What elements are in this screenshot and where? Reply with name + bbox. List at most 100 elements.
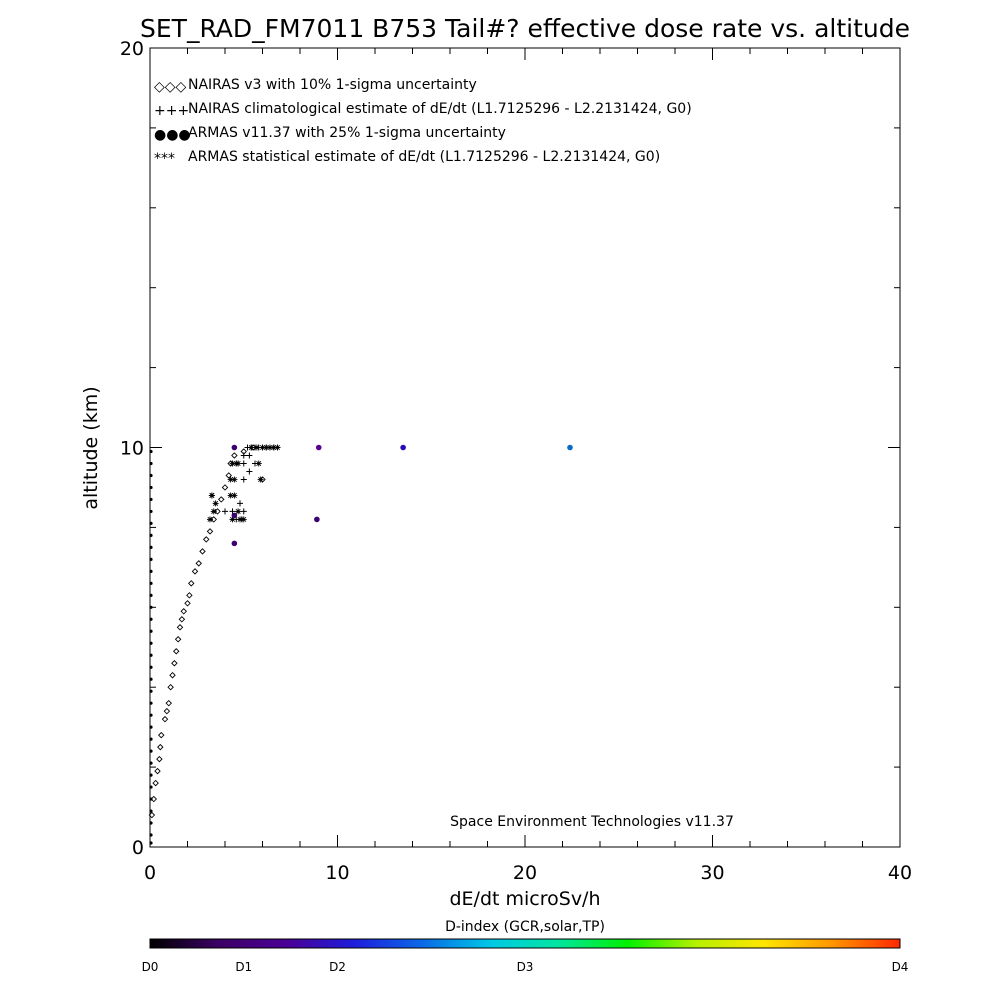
- x-tick-label: 0: [144, 862, 156, 884]
- colorbar-labels: D0 D1 D2 D3 D4: [142, 960, 909, 974]
- axis-marker: [149, 833, 152, 836]
- nairas-point: [155, 768, 160, 773]
- axis-marker: [149, 546, 152, 549]
- legend-symbol: +++: [154, 103, 189, 119]
- axis-marker: [149, 726, 152, 729]
- axis-marker: [149, 642, 152, 645]
- colorbar-label: D2: [329, 960, 346, 974]
- axis-marker: [149, 498, 152, 501]
- axis-marker: [149, 841, 152, 844]
- armas-point: [314, 517, 320, 523]
- armas-point: [232, 445, 238, 451]
- x-axis-title: dE/dt microSv/h: [449, 888, 600, 910]
- x-tick-label: 20: [513, 862, 537, 884]
- nairas-point: [200, 549, 205, 554]
- nairas-point: [179, 617, 184, 622]
- credit-text: Space Environment Technologies v11.37: [450, 814, 734, 830]
- legend-label: NAIRAS v3 with 10% 1-sigma uncertainty: [188, 77, 477, 93]
- axis-marker: [149, 534, 152, 537]
- y-tick-label: 20: [120, 38, 144, 60]
- armas-point: [567, 445, 573, 451]
- legend-label: ARMAS v11.37 with 25% 1-sigma uncertaint…: [188, 125, 506, 141]
- nairas-climatology-point: [246, 468, 252, 474]
- nairas-point: [232, 453, 237, 458]
- nairas-point: [204, 537, 209, 542]
- armas-statistical-point: [248, 445, 254, 451]
- nairas-point: [174, 649, 179, 654]
- armas-statistical-point: [256, 460, 262, 466]
- armas-point: [232, 513, 238, 519]
- axis-marker: [149, 618, 152, 621]
- armas-point: [400, 445, 406, 451]
- axis-marker: [149, 486, 152, 489]
- data-marks: [149, 445, 573, 845]
- axis-marker: [149, 606, 152, 609]
- nairas-point: [164, 709, 169, 714]
- nairas-point: [153, 780, 158, 785]
- chart-title: SET_RAD_FM7011 B753 Tail#? effective dos…: [140, 14, 910, 43]
- axis-marker: [149, 738, 152, 741]
- nairas-climatology-point: [241, 452, 247, 458]
- colorbar-label: D3: [517, 960, 534, 974]
- armas-statistical-point: [254, 445, 260, 451]
- axis-marker: [149, 666, 152, 669]
- y-axis-title: altitude (km): [80, 386, 102, 509]
- colorbar-label: D0: [142, 960, 159, 974]
- axis-marker: [149, 654, 152, 657]
- nairas-point: [162, 717, 167, 722]
- x-tick-label: 30: [700, 862, 724, 884]
- colorbar-title: D-index (GCR,solar,TP): [445, 919, 605, 935]
- nairas-point: [181, 609, 186, 614]
- armas-statistical-point: [231, 492, 237, 498]
- armas-statistical-point: [275, 445, 281, 451]
- legend-symbol: ***: [154, 151, 175, 167]
- nairas-point: [157, 757, 162, 762]
- axis-marker: [149, 630, 152, 633]
- y-tick-label: 10: [120, 438, 144, 460]
- nairas-climatology-point: [241, 476, 247, 482]
- legend-label: ARMAS statistical estimate of dE/dt (L1.…: [188, 149, 660, 165]
- nairas-point: [192, 569, 197, 574]
- armas-statistical-point: [241, 516, 247, 522]
- nairas-point: [196, 561, 201, 566]
- armas-statistical-point: [207, 516, 213, 522]
- axis-marker: [149, 785, 152, 788]
- axis-marker: [149, 762, 152, 765]
- armas-statistical-point: [231, 476, 237, 482]
- colorbar-label: D1: [235, 960, 252, 974]
- armas-statistical-point: [209, 492, 215, 498]
- axis-marker: [149, 462, 152, 465]
- nairas-point: [219, 497, 224, 502]
- y-tick-label: 0: [132, 837, 144, 859]
- axis-marker: [149, 594, 152, 597]
- nairas-climatology-point: [237, 500, 243, 506]
- armas-statistical-point: [235, 460, 241, 466]
- axis-marker: [149, 474, 152, 477]
- nairas-point: [170, 673, 175, 678]
- nairas-point: [168, 685, 173, 690]
- legend: ◇◇◇NAIRAS v3 with 10% 1-sigma uncertaint…: [154, 77, 692, 167]
- nairas-point: [159, 733, 164, 738]
- armas-statistical-point: [211, 508, 217, 514]
- colorbar-label: D4: [892, 960, 909, 974]
- nairas-climatology-point: [222, 508, 228, 514]
- axis-marker: [149, 714, 152, 717]
- x-tick-label: 10: [325, 862, 349, 884]
- axis-marker: [149, 450, 152, 453]
- axis-marker: [149, 821, 152, 824]
- axis-marker: [149, 558, 152, 561]
- axis-marker: [149, 702, 152, 705]
- legend-symbol: ◇◇◇: [154, 79, 187, 95]
- armas-point: [316, 445, 322, 451]
- axis-marker: [149, 797, 152, 800]
- nairas-point: [187, 593, 192, 598]
- armas-point: [232, 541, 238, 547]
- x-tick-label: 40: [888, 862, 912, 884]
- nairas-point: [172, 661, 177, 666]
- axis-marker: [149, 678, 152, 681]
- axis-marker: [149, 773, 152, 776]
- nairas-point: [185, 601, 190, 606]
- armas-statistical-point: [213, 500, 219, 506]
- nairas-point: [189, 581, 194, 586]
- nairas-point: [176, 637, 181, 642]
